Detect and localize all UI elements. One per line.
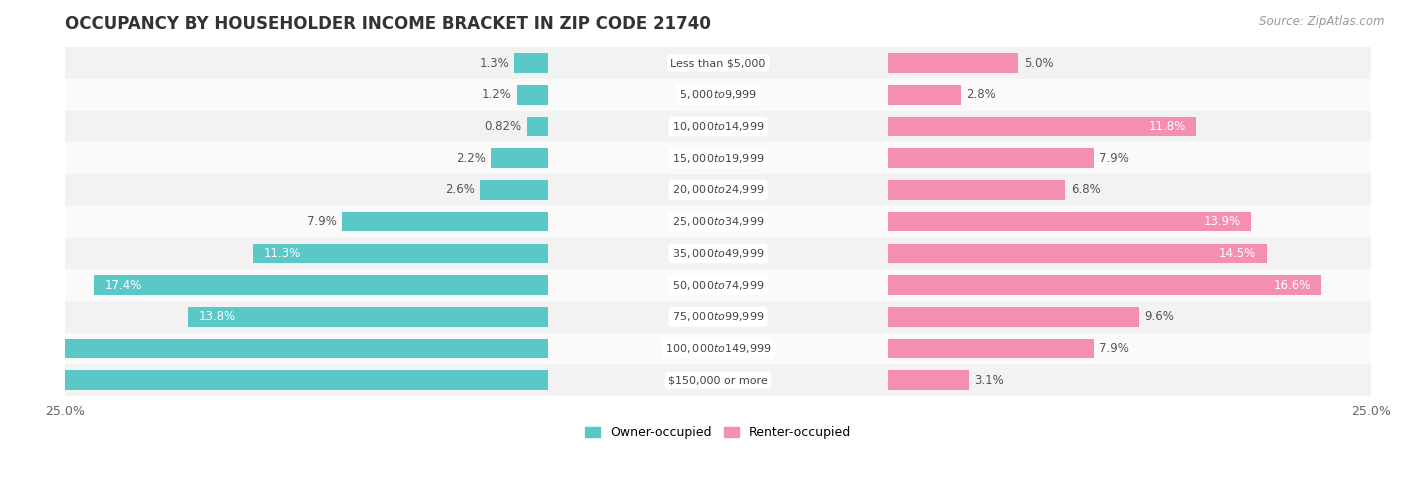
Bar: [253, 244, 548, 263]
Text: $5,000 to $9,999: $5,000 to $9,999: [679, 88, 758, 101]
Text: 7.9%: 7.9%: [1099, 152, 1129, 165]
Text: 5.0%: 5.0%: [1024, 56, 1053, 70]
Text: 11.3%: 11.3%: [264, 247, 301, 260]
Bar: [0, 338, 548, 358]
Legend: Owner-occupied, Renter-occupied: Owner-occupied, Renter-occupied: [579, 421, 856, 444]
Text: 17.4%: 17.4%: [104, 279, 142, 292]
Text: $50,000 to $74,999: $50,000 to $74,999: [672, 279, 765, 292]
Text: Less than $5,000: Less than $5,000: [671, 58, 766, 68]
Bar: [887, 53, 1018, 73]
Bar: [887, 117, 1197, 136]
Bar: [65, 238, 1371, 269]
Text: 2.2%: 2.2%: [456, 152, 485, 165]
Bar: [342, 212, 548, 231]
Text: $10,000 to $14,999: $10,000 to $14,999: [672, 120, 765, 133]
Bar: [517, 85, 548, 105]
Text: 2.6%: 2.6%: [446, 184, 475, 196]
Text: 7.9%: 7.9%: [1099, 342, 1129, 355]
Text: $100,000 to $149,999: $100,000 to $149,999: [665, 342, 772, 355]
Bar: [887, 371, 969, 390]
Bar: [887, 275, 1322, 295]
Text: $15,000 to $19,999: $15,000 to $19,999: [672, 152, 765, 165]
Bar: [887, 244, 1267, 263]
Bar: [887, 212, 1251, 231]
Text: 6.8%: 6.8%: [1071, 184, 1101, 196]
Text: 13.8%: 13.8%: [198, 310, 235, 323]
Text: 11.8%: 11.8%: [1149, 120, 1185, 133]
Bar: [887, 338, 1094, 358]
Text: 3.1%: 3.1%: [974, 374, 1004, 387]
Text: 16.6%: 16.6%: [1274, 279, 1310, 292]
Bar: [65, 174, 1371, 206]
Text: $25,000 to $34,999: $25,000 to $34,999: [672, 215, 765, 228]
Bar: [15, 371, 548, 390]
Bar: [65, 142, 1371, 174]
Bar: [887, 307, 1139, 327]
Bar: [887, 180, 1066, 200]
Text: 21.2%: 21.2%: [6, 342, 42, 355]
Bar: [65, 79, 1371, 111]
Bar: [527, 117, 548, 136]
Bar: [65, 269, 1371, 301]
Bar: [65, 47, 1371, 79]
Text: 1.2%: 1.2%: [482, 88, 512, 101]
Text: 20.4%: 20.4%: [25, 374, 63, 387]
Text: 2.8%: 2.8%: [966, 88, 995, 101]
Bar: [65, 333, 1371, 364]
Text: 0.82%: 0.82%: [485, 120, 522, 133]
Text: $75,000 to $99,999: $75,000 to $99,999: [672, 310, 765, 323]
Text: 7.9%: 7.9%: [307, 215, 337, 228]
Text: 13.9%: 13.9%: [1204, 215, 1240, 228]
Text: 14.5%: 14.5%: [1219, 247, 1256, 260]
Bar: [481, 180, 548, 200]
Bar: [515, 53, 548, 73]
Bar: [65, 301, 1371, 333]
Bar: [491, 149, 548, 168]
Text: 9.6%: 9.6%: [1144, 310, 1174, 323]
Bar: [887, 149, 1094, 168]
Text: Source: ZipAtlas.com: Source: ZipAtlas.com: [1260, 15, 1385, 28]
Text: $20,000 to $24,999: $20,000 to $24,999: [672, 184, 765, 196]
Text: 1.3%: 1.3%: [479, 56, 509, 70]
Bar: [65, 206, 1371, 238]
Bar: [887, 85, 960, 105]
Bar: [65, 364, 1371, 396]
Bar: [188, 307, 548, 327]
Text: $150,000 or more: $150,000 or more: [668, 375, 768, 385]
Bar: [65, 111, 1371, 142]
Bar: [94, 275, 548, 295]
Text: OCCUPANCY BY HOUSEHOLDER INCOME BRACKET IN ZIP CODE 21740: OCCUPANCY BY HOUSEHOLDER INCOME BRACKET …: [65, 15, 711, 33]
Text: $35,000 to $49,999: $35,000 to $49,999: [672, 247, 765, 260]
